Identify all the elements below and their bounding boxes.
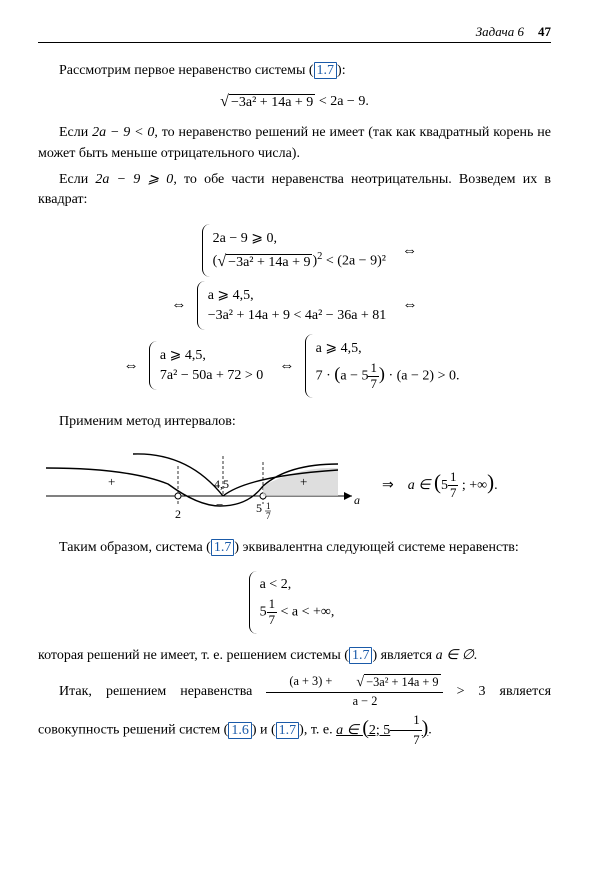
den: a − 2 bbox=[266, 693, 442, 711]
text: Если bbox=[59, 172, 95, 187]
cases-sys2: a < 2, 517 < a < +∞, bbox=[249, 571, 341, 634]
math-inline: a ∈ ∅. bbox=[436, 648, 478, 663]
num: (a + 3) + −3a² + 14a + 9 bbox=[266, 672, 442, 694]
case-row: a < 2, bbox=[260, 575, 335, 595]
num: 1 bbox=[267, 597, 277, 613]
paragraph-2: Если 2a − 9 < 0, то неравенство решений … bbox=[38, 123, 551, 164]
text: Таким образом, система ( bbox=[59, 540, 211, 555]
case-row: 517 < a < +∞, bbox=[260, 595, 335, 630]
svg-text:4,5: 4,5 bbox=[214, 477, 229, 491]
case-row: 7a² − 50a + 72 > 0 bbox=[160, 366, 263, 386]
text: (a + 3) + bbox=[289, 674, 335, 688]
den: 7 bbox=[267, 613, 277, 628]
equation-1: −3a² + 14a + 9 < 2a − 9. bbox=[38, 93, 551, 111]
iff: ⇔ bbox=[171, 296, 186, 314]
case-row: 2a − 9 ⩾ 0, bbox=[213, 228, 386, 249]
cases-4: a ⩾ 4,5, 7 · (a − 517) · (a − 2) > 0. bbox=[305, 334, 466, 398]
paragraph-1: Рассмотрим первое неравенство системы (1… bbox=[38, 61, 551, 81]
svg-text:5: 5 bbox=[256, 501, 262, 515]
case-row: 7 · (a − 517) · (a − 2) > 0. bbox=[316, 359, 460, 394]
cases-3: a ⩾ 4,5, 7a² − 50a + 72 > 0 bbox=[149, 341, 269, 390]
text: ): bbox=[337, 63, 346, 78]
section-label: Задача 6 bbox=[476, 24, 524, 40]
derivation: 2a − 9 ⩾ 0, (−3a² + 14a + 9)2 < (2a − 9)… bbox=[38, 224, 551, 397]
text: a ∈ bbox=[336, 723, 362, 738]
text: 7 · bbox=[316, 369, 335, 384]
den: 7 bbox=[448, 486, 458, 501]
text: ) является bbox=[372, 648, 435, 663]
radicand: −3a² + 14a + 9 bbox=[226, 254, 312, 270]
text: . bbox=[428, 723, 432, 738]
diagram-result: a ∈ (517 ; +∞). bbox=[408, 470, 498, 501]
paragraph-5: Таким образом, система (1.7) эквивалентн… bbox=[38, 538, 551, 558]
text: · (a − 2) > 0. bbox=[385, 369, 460, 384]
svg-text:+: + bbox=[108, 474, 115, 489]
text: Итак, решением неравенства bbox=[59, 684, 266, 699]
ref-link[interactable]: 1.7 bbox=[276, 722, 300, 739]
den: 7 bbox=[390, 731, 421, 750]
den: 7 bbox=[368, 377, 378, 392]
sqrt: −3a² + 14a + 9 bbox=[220, 93, 315, 111]
cases-1: 2a − 9 ⩾ 0, (−3a² + 14a + 9)2 < (2a − 9)… bbox=[202, 224, 392, 276]
rhs: < 2a − 9. bbox=[315, 95, 369, 110]
ref-link[interactable]: 1.6 bbox=[228, 722, 252, 739]
ref-link[interactable]: 1.7 bbox=[349, 647, 373, 664]
ref-link[interactable]: 1.7 bbox=[314, 62, 338, 79]
case-row: −3a² + 14a + 9 < 4a² − 36a + 81 bbox=[208, 306, 387, 326]
svg-text:a: a bbox=[354, 493, 360, 507]
text: 2; 5 bbox=[369, 723, 390, 738]
text: ) эквивалентна следующей системе неравен… bbox=[234, 540, 518, 555]
ref-link[interactable]: 1.7 bbox=[211, 539, 235, 556]
svg-text:7: 7 bbox=[266, 511, 271, 521]
paragraph-6: которая решений не имеет, т. е. решением… bbox=[38, 646, 551, 666]
math-inline: 2a − 9 < 0 bbox=[92, 125, 154, 140]
page-header: Задача 6 47 bbox=[38, 24, 551, 43]
iff: ⇔ bbox=[124, 357, 139, 375]
iff: ⇔ bbox=[402, 296, 417, 314]
radicand: −3a² + 14a + 9 bbox=[364, 674, 440, 689]
text: . bbox=[494, 478, 498, 493]
case-row: a ⩾ 4,5, bbox=[316, 338, 460, 359]
text: < a < +∞, bbox=[277, 604, 334, 619]
case-row: a ⩾ 4,5, bbox=[208, 285, 387, 306]
svg-text:+: + bbox=[300, 474, 307, 489]
text: < (2a − 9)² bbox=[322, 254, 386, 269]
svg-text:2: 2 bbox=[175, 507, 181, 521]
paragraph-7: Итак, решением неравенства (a + 3) + −3a… bbox=[38, 672, 551, 750]
paragraph-3: Если 2a − 9 ⩾ 0, то обе части неравенств… bbox=[38, 170, 551, 211]
text: ), т. е. bbox=[299, 723, 336, 738]
case-row: (−3a² + 14a + 9)2 < (2a − 9)² bbox=[213, 249, 386, 272]
math-inline: 2a − 9 ⩾ 0 bbox=[95, 172, 173, 187]
num: 1 bbox=[368, 361, 378, 377]
text: Рассмотрим первое неравенство системы ( bbox=[59, 63, 314, 78]
text: Если bbox=[59, 125, 92, 140]
text: a − 5 bbox=[340, 369, 368, 384]
svg-text:−: − bbox=[216, 497, 223, 512]
page: Задача 6 47 Рассмотрим первое неравенств… bbox=[0, 0, 589, 786]
paragraph-4: Применим метод интервалов: bbox=[38, 412, 551, 432]
cases-2: a ⩾ 4,5, −3a² + 14a + 9 < 4a² − 36a + 81 bbox=[197, 281, 393, 330]
text: 5 bbox=[441, 478, 448, 493]
system-2: a < 2, 517 < a < +∞, bbox=[38, 571, 551, 634]
num: 1 bbox=[448, 470, 458, 486]
case-row: a ⩾ 4,5, bbox=[160, 345, 263, 366]
radicand: −3a² + 14a + 9 bbox=[229, 94, 315, 110]
page-number: 47 bbox=[538, 24, 551, 40]
text: a ∈ bbox=[408, 478, 434, 493]
paren: ( bbox=[434, 470, 441, 494]
text: 5 bbox=[260, 604, 267, 619]
iff: ⇔ bbox=[402, 242, 417, 260]
text: ) и ( bbox=[252, 723, 276, 738]
implies: ⇒ bbox=[382, 477, 394, 494]
interval-diagram: + − + 2 4,5 5 1 7 a ⇒ a ∈ (517 ; +∞). bbox=[38, 446, 551, 524]
text: ; +∞ bbox=[458, 478, 487, 493]
interval-svg: + − + 2 4,5 5 1 7 a bbox=[38, 446, 368, 524]
iff: ⇔ bbox=[279, 357, 294, 375]
svg-text:1: 1 bbox=[266, 501, 271, 511]
final-answer: a ∈ (2; 517) bbox=[336, 723, 428, 738]
num: 1 bbox=[390, 711, 421, 731]
text: которая решений не имеет, т. е. решением… bbox=[38, 648, 349, 663]
